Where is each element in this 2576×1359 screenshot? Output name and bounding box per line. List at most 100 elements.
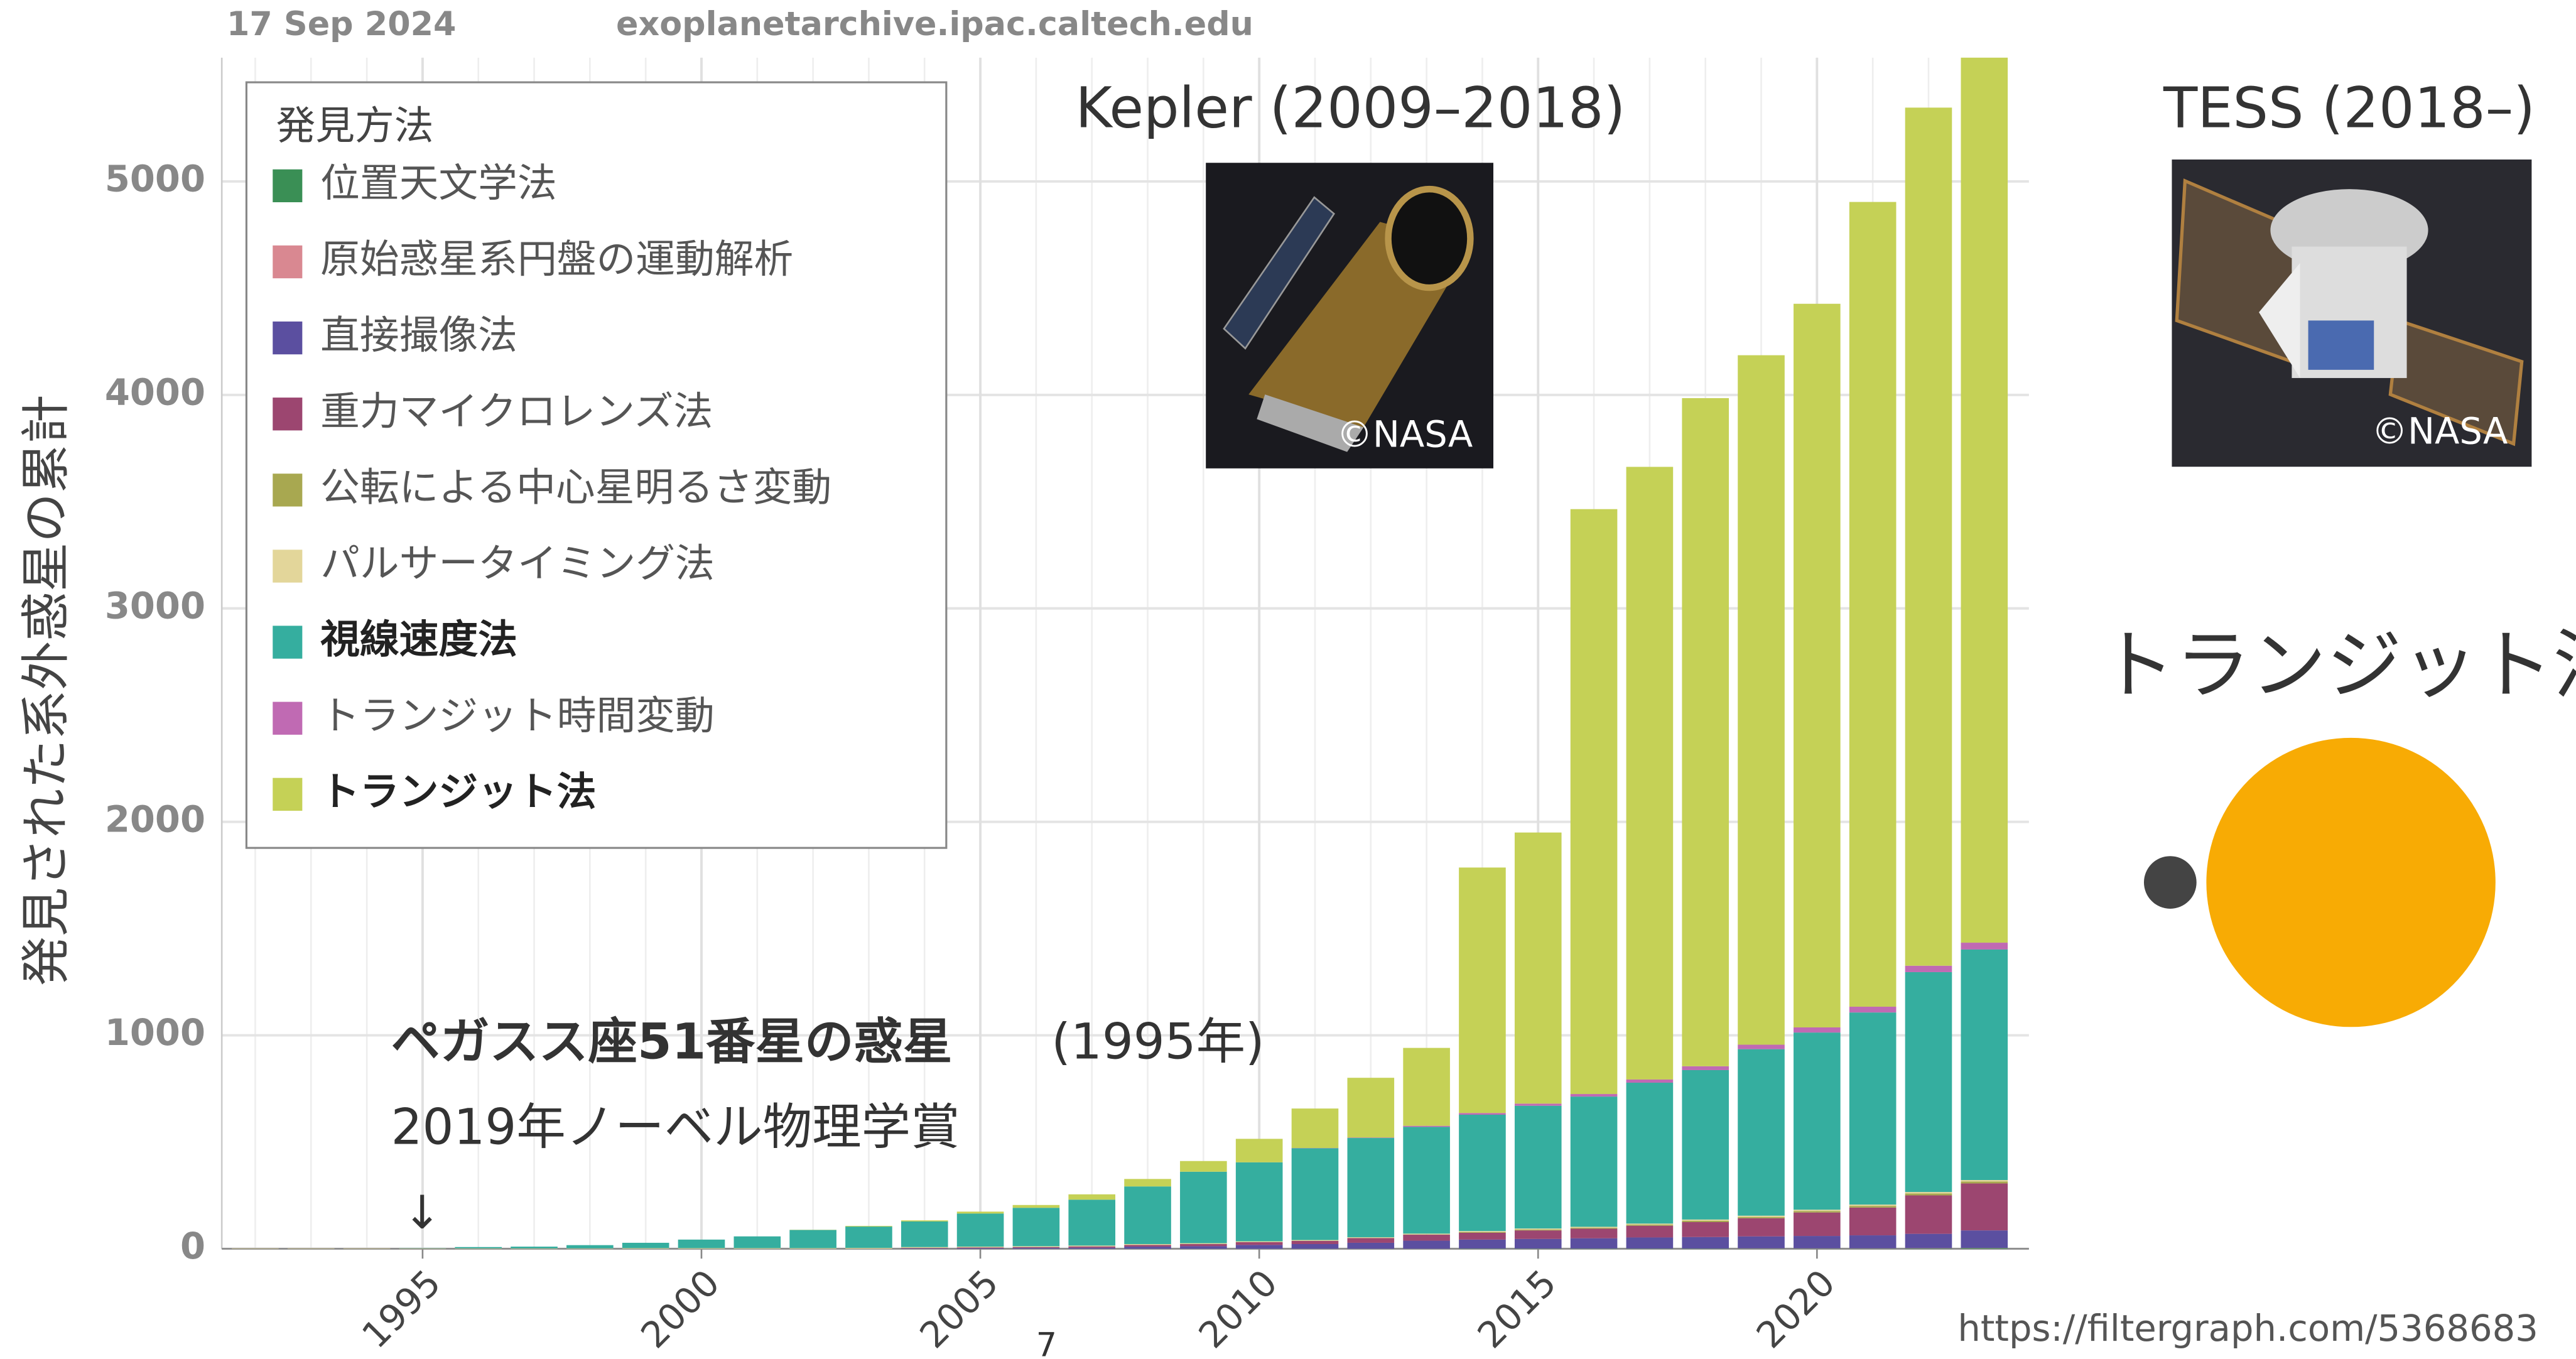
bar-segment — [1794, 1210, 1841, 1211]
bar-segment — [901, 1248, 948, 1249]
bar-segment — [1626, 1080, 1674, 1083]
stray-text: 7 — [1036, 1326, 1057, 1359]
kepler-label: Kepler (2009–2018) — [1075, 75, 1625, 141]
bar-segment — [1682, 1070, 1729, 1220]
bar-segment — [901, 1221, 948, 1247]
bar-segment — [1738, 1218, 1785, 1237]
bar-segment — [1849, 1208, 1897, 1235]
bar-segment — [1849, 1205, 1897, 1206]
bar-segment — [1794, 1211, 1841, 1212]
bar-segment — [1013, 1246, 1060, 1247]
source: exoplanetarchive.ipac.caltech.edu — [616, 5, 1253, 43]
bar-segment — [288, 1248, 335, 1249]
bar-segment — [1236, 1139, 1283, 1162]
y-tick-label: 2000 — [105, 798, 205, 840]
bar-segment — [1794, 1027, 1841, 1032]
annotation: 2019年ノーベル物理学賞 — [391, 1098, 960, 1156]
bar-segment — [1515, 1239, 1562, 1248]
bar-segment — [1515, 833, 1562, 1104]
bar-segment — [1682, 1220, 1729, 1221]
legend-label: トランジット法 — [320, 769, 596, 815]
legend-label: 位置天文学法 — [320, 160, 557, 206]
bar-segment — [1571, 509, 1618, 1094]
bar-segment — [1124, 1186, 1171, 1244]
bar-segment — [1348, 1243, 1395, 1249]
bar-segment — [1403, 1241, 1450, 1249]
bar-segment — [622, 1243, 669, 1248]
legend-label: 視線速度法 — [320, 617, 517, 663]
bar-segment — [1403, 1048, 1450, 1126]
bar-segment — [1180, 1161, 1227, 1172]
bar-segment — [1682, 398, 1729, 1066]
bar-segment — [1626, 1083, 1674, 1223]
bar-segment — [1348, 1237, 1395, 1238]
bar-segment — [566, 1248, 614, 1249]
bar-segment — [1124, 1245, 1171, 1247]
bar-segment — [1682, 1222, 1729, 1237]
y-tick-label: 0 — [180, 1225, 205, 1267]
bar-segment — [1348, 1137, 1395, 1138]
credit: ©NASA — [2371, 411, 2508, 453]
bar-segment — [1348, 1078, 1395, 1137]
bar-segment — [1292, 1148, 1339, 1240]
bar-segment — [1849, 202, 1897, 1007]
legend-swatch — [273, 550, 302, 582]
url: https://filtergraph.com/5368683 — [1957, 1308, 2538, 1350]
bar-segment — [1849, 1012, 1897, 1205]
x-tick-label: 2020 — [1748, 1262, 1843, 1356]
bar-segment — [1905, 1195, 1952, 1233]
bar-segment — [511, 1248, 558, 1249]
x-tick-label: 2015 — [1469, 1262, 1564, 1356]
x-tick-label: 2000 — [633, 1262, 728, 1356]
bar-segment — [1013, 1247, 1060, 1248]
bar-segment — [1124, 1247, 1171, 1248]
bar-segment — [1961, 1181, 2008, 1183]
bar-segment — [1124, 1244, 1171, 1245]
arrow: ↓ — [403, 1186, 441, 1240]
bar-segment — [1459, 1231, 1506, 1232]
page: {"chart_data":{"type":"stacked-bar", "da… — [0, 0, 2576, 1359]
bar-segment — [1403, 1127, 1450, 1233]
x-tick-label: 2010 — [1191, 1262, 1285, 1356]
bar-segment — [845, 1226, 892, 1248]
bar-segment — [1292, 1240, 1339, 1241]
chart: 17 Sep 2024 exoplanetarchive.ipac.caltec… — [0, 0, 2576, 1359]
bar-segment — [957, 1213, 1004, 1247]
bar-segment — [678, 1240, 725, 1248]
bar-segment — [1738, 1045, 1785, 1049]
bar-segment — [1236, 1162, 1283, 1242]
bar-segment — [1459, 1232, 1506, 1233]
bar-segment — [344, 1248, 391, 1249]
bar-segment — [901, 1247, 948, 1248]
bar-segment — [1626, 1225, 1674, 1226]
x-tick-label: 1995 — [354, 1262, 449, 1356]
y-tick-label: 5000 — [105, 158, 205, 200]
legend-swatch — [273, 322, 302, 354]
legend-swatch — [273, 702, 302, 735]
bar-segment — [1571, 1096, 1618, 1226]
bar-segment — [1738, 1216, 1785, 1217]
y-axis-label: 発見された系外惑星の累計 — [17, 394, 75, 986]
bar-segment — [1961, 950, 2008, 1180]
bar-segment — [1961, 1183, 2008, 1230]
legend-label: 公転による中心星明るさ変動 — [320, 464, 831, 510]
bar-segment — [1961, 1180, 2008, 1181]
bar-segment — [734, 1237, 781, 1248]
bar-segment — [1961, 943, 2008, 950]
x-tick-label: 2005 — [912, 1262, 1007, 1356]
bar-segment — [511, 1247, 558, 1248]
bar-segment — [1403, 1233, 1450, 1234]
bar-segment — [1403, 1235, 1450, 1241]
legend-swatch — [273, 170, 302, 202]
legend-swatch — [273, 474, 302, 506]
bar-segment — [1849, 1206, 1897, 1208]
bar-segment — [1905, 966, 1952, 972]
bar-segment — [1626, 1226, 1674, 1238]
bar-segment — [1905, 1192, 1952, 1193]
bar-segment — [1068, 1248, 1115, 1249]
bar-segment — [1236, 1245, 1283, 1248]
bar-segment — [789, 1230, 836, 1248]
bar-segment — [1013, 1205, 1060, 1208]
bar-segment — [1068, 1247, 1115, 1248]
bar-segment — [1459, 1115, 1506, 1231]
